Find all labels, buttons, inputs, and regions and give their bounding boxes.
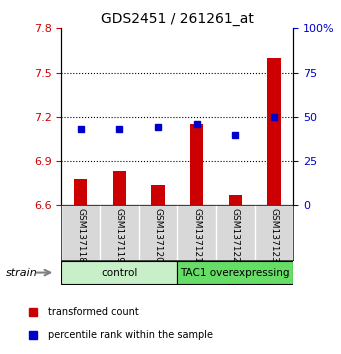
FancyBboxPatch shape <box>61 261 177 284</box>
Text: percentile rank within the sample: percentile rank within the sample <box>48 330 213 341</box>
Text: GSM137123: GSM137123 <box>269 208 279 267</box>
Text: GSM137121: GSM137121 <box>192 208 202 267</box>
Text: transformed count: transformed count <box>48 307 139 318</box>
Bar <box>190 124 204 205</box>
Text: TAC1 overexpressing: TAC1 overexpressing <box>180 268 290 278</box>
Text: GSM137122: GSM137122 <box>230 208 240 267</box>
Text: GSM137123: GSM137123 <box>269 208 279 263</box>
Bar <box>74 179 87 205</box>
Text: GSM137118: GSM137118 <box>76 208 86 267</box>
Text: GSM137122: GSM137122 <box>231 208 240 263</box>
Text: GSM137119: GSM137119 <box>114 208 124 267</box>
Text: GSM137121: GSM137121 <box>192 208 201 263</box>
Bar <box>267 58 281 205</box>
Text: GSM137120: GSM137120 <box>153 208 163 267</box>
Text: control: control <box>101 268 137 278</box>
FancyBboxPatch shape <box>177 261 293 284</box>
Title: GDS2451 / 261261_at: GDS2451 / 261261_at <box>101 12 254 26</box>
Bar <box>228 195 242 205</box>
Text: GSM137119: GSM137119 <box>115 208 124 263</box>
Text: GSM137120: GSM137120 <box>153 208 163 263</box>
Bar <box>151 185 165 205</box>
Text: GSM137118: GSM137118 <box>76 208 85 263</box>
Text: strain: strain <box>6 268 38 278</box>
Bar <box>113 171 126 205</box>
